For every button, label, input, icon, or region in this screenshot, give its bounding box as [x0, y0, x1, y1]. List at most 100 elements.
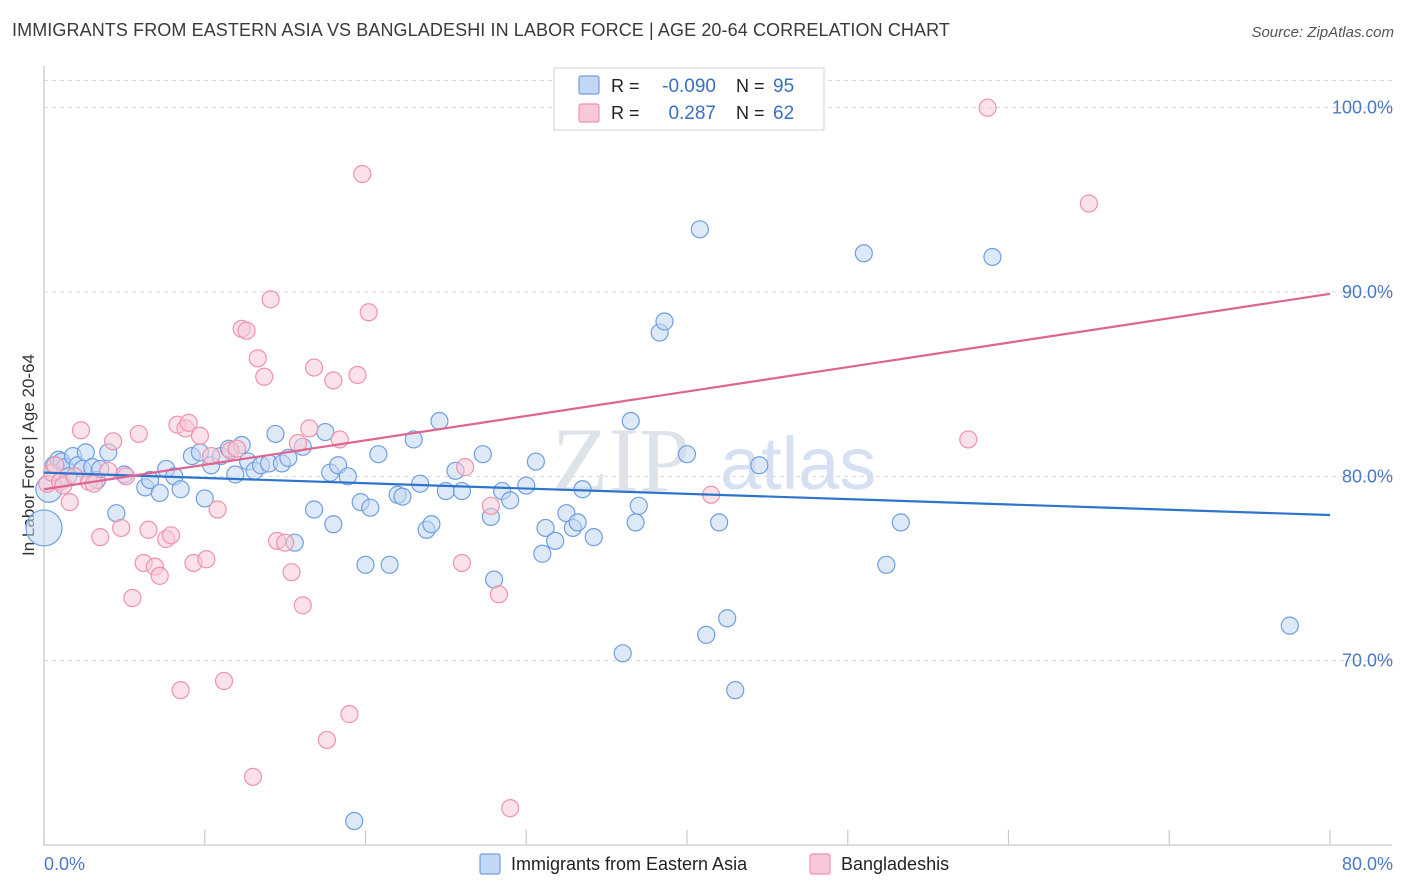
- y-tick-label-0: 100.0%: [1332, 98, 1393, 118]
- point-eastern-asia-56: [422, 515, 441, 534]
- point-bangladeshis-49: [324, 371, 343, 390]
- point-eastern-asia-89: [854, 244, 873, 263]
- point-bangladeshis-51: [340, 705, 359, 724]
- point-bangladeshis-29: [197, 550, 216, 569]
- point-bangladeshis-61: [959, 430, 978, 449]
- point-eastern-asia-75: [584, 528, 603, 547]
- point-eastern-asia-53: [404, 430, 423, 449]
- trend-line-bangladeshis: [43, 292, 1331, 491]
- y-tick-labels: 100.0% 90.0% 80.0% 70.0%: [1332, 98, 1393, 671]
- point-eastern-asia-85: [710, 513, 729, 532]
- point-eastern-asia-81: [655, 312, 674, 331]
- point-eastern-asia-49: [369, 445, 388, 464]
- chart-title: IMMIGRANTS FROM EASTERN ASIA VS BANGLADE…: [12, 20, 951, 40]
- point-bangladeshis-7: [71, 421, 91, 440]
- point-bangladeshis-28: [190, 426, 210, 445]
- point-bangladeshis-48: [317, 730, 337, 750]
- y-axis-label: In Labor Force | Age 20-64: [19, 354, 38, 556]
- point-bangladeshis-34: [227, 439, 246, 458]
- point-eastern-asia-39: [304, 500, 324, 519]
- point-bangladeshis-36: [237, 321, 256, 340]
- point-eastern-asia-0: [25, 509, 63, 547]
- point-bangladeshis-5: [60, 493, 79, 512]
- point-eastern-asia-57: [430, 411, 449, 431]
- point-bangladeshis-20: [150, 566, 169, 585]
- point-eastern-asia-44: [338, 467, 357, 486]
- y-tick-label-3: 70.0%: [1342, 651, 1393, 671]
- point-bangladeshis-62: [978, 98, 997, 117]
- x-tick-marks: [43, 830, 1331, 845]
- point-eastern-asia-61: [473, 445, 492, 464]
- point-eastern-asia-90: [877, 555, 896, 574]
- point-eastern-asia-34: [266, 424, 285, 444]
- point-eastern-asia-92: [983, 247, 1002, 267]
- point-bangladeshis-55: [452, 553, 472, 573]
- point-eastern-asia-93: [1280, 616, 1299, 635]
- point-eastern-asia-50: [380, 555, 399, 574]
- point-eastern-asia-67: [526, 452, 545, 471]
- y-tick-label-2: 80.0%: [1342, 466, 1393, 486]
- series-immigrants-eastern-asia: [25, 220, 1299, 831]
- point-eastern-asia-24: [195, 489, 214, 508]
- watermark-atlas: atlas: [720, 422, 876, 505]
- point-bangladeshis-24: [171, 681, 190, 700]
- point-bangladeshis-52: [348, 365, 367, 385]
- point-eastern-asia-73: [568, 513, 587, 532]
- point-bangladeshis-58: [489, 585, 509, 604]
- point-eastern-asia-87: [726, 681, 745, 700]
- stats-n-label-1: N =: [736, 76, 765, 96]
- point-eastern-asia-76: [613, 644, 632, 663]
- point-bangladeshis-56: [456, 458, 475, 477]
- point-bangladeshis-12: [104, 432, 123, 451]
- point-eastern-asia-83: [690, 220, 709, 239]
- legend-swatch-blue: [578, 75, 600, 95]
- stats-n-value-1: 95: [773, 76, 794, 97]
- point-bangladeshis-11: [99, 461, 118, 480]
- legend-swatch-pink: [578, 103, 600, 123]
- point-bangladeshis-9: [84, 474, 103, 493]
- point-eastern-asia-86: [718, 609, 737, 628]
- point-bangladeshis-45: [293, 596, 312, 615]
- legend-label-bangladeshis: Bangladeshis: [841, 854, 949, 874]
- point-bangladeshis-22: [161, 526, 181, 545]
- point-bangladeshis-15: [123, 588, 142, 608]
- point-bangladeshis-31: [208, 500, 227, 519]
- watermark-zip: ZIP: [552, 409, 690, 511]
- point-bangladeshis-54: [359, 303, 378, 322]
- point-eastern-asia-82: [677, 445, 697, 464]
- point-eastern-asia-18: [150, 483, 169, 503]
- point-eastern-asia-54: [411, 474, 430, 493]
- stats-legend: R = -0.090 N = 95 R = 0.287 N = 62: [553, 67, 825, 131]
- stats-r-value-1: -0.090: [662, 76, 716, 97]
- point-bangladeshis-10: [91, 528, 110, 547]
- point-eastern-asia-47: [356, 555, 375, 574]
- point-bangladeshis-43: [282, 563, 301, 582]
- trend-line-eastern-asia: [43, 471, 1331, 517]
- trend-lines: [43, 292, 1331, 517]
- point-bangladeshis-13: [112, 518, 131, 538]
- point-bangladeshis-46: [300, 419, 319, 438]
- point-eastern-asia-78: [626, 513, 645, 532]
- point-eastern-asia-91: [891, 513, 910, 532]
- point-bangladeshis-26: [179, 413, 198, 432]
- point-bangladeshis-32: [214, 671, 234, 691]
- point-eastern-asia-70: [546, 531, 565, 550]
- point-eastern-asia-88: [750, 456, 769, 475]
- point-bangladeshis-40: [261, 290, 280, 309]
- point-bangladeshis-63: [1079, 194, 1098, 213]
- point-eastern-asia-21: [171, 480, 190, 499]
- point-bangladeshis-18: [139, 520, 158, 539]
- point-bangladeshis-42: [276, 533, 295, 552]
- point-eastern-asia-66: [517, 476, 536, 495]
- x-tick-label-min: 0.0%: [44, 854, 85, 874]
- point-bangladeshis-39: [255, 367, 274, 386]
- series-bangladeshis: [38, 98, 1098, 818]
- y-tick-label-1: 90.0%: [1342, 282, 1393, 302]
- stats-r-label-2: R =: [611, 103, 640, 123]
- series-legend: Immigrants from Eastern Asia Bangladeshi…: [479, 853, 949, 875]
- x-tick-label-max: 80.0%: [1342, 854, 1393, 874]
- point-eastern-asia-52: [393, 487, 412, 506]
- point-eastern-asia-84: [697, 625, 716, 644]
- gridlines: [44, 80, 1392, 662]
